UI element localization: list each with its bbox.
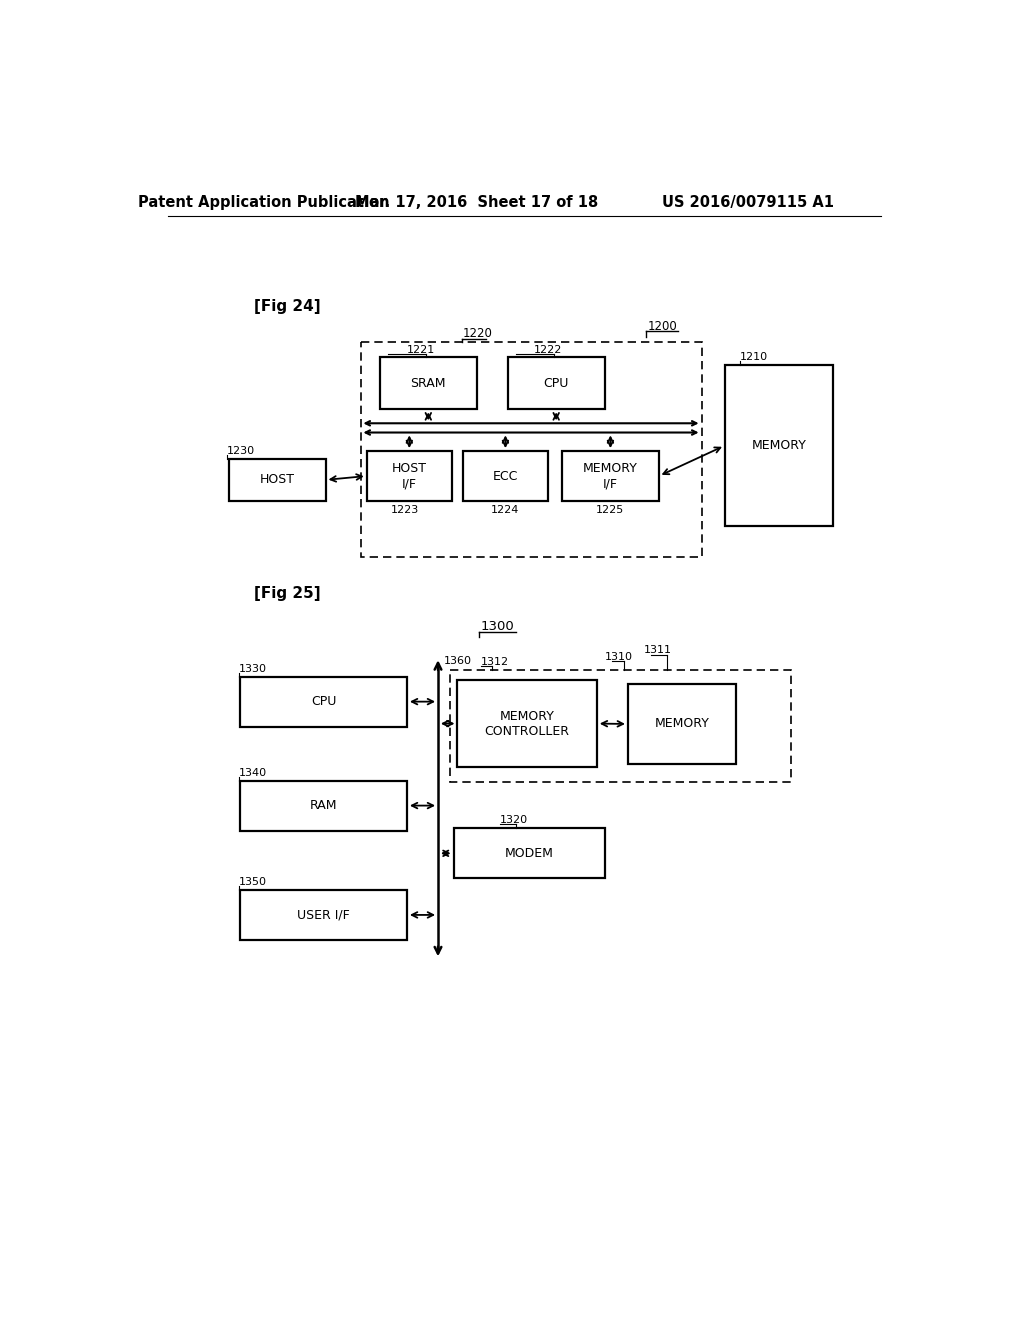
Text: 1223: 1223 — [391, 506, 420, 515]
Bar — [228, 459, 326, 502]
Text: HOST
I/F: HOST I/F — [392, 462, 427, 490]
Bar — [241, 890, 407, 940]
Text: 1360: 1360 — [444, 656, 472, 667]
Bar — [367, 451, 452, 502]
Bar — [458, 681, 597, 767]
Text: [Fig 25]: [Fig 25] — [254, 586, 321, 601]
Text: 1200: 1200 — [647, 319, 677, 333]
Text: 1225: 1225 — [596, 506, 625, 515]
Text: 1312: 1312 — [480, 657, 509, 667]
Text: 1330: 1330 — [239, 664, 267, 675]
Bar — [628, 684, 736, 764]
Text: MEMORY
I/F: MEMORY I/F — [583, 462, 638, 490]
Text: Patent Application Publication: Patent Application Publication — [138, 195, 389, 210]
Text: Mar. 17, 2016  Sheet 17 of 18: Mar. 17, 2016 Sheet 17 of 18 — [355, 195, 598, 210]
Bar — [463, 451, 548, 502]
Bar — [241, 780, 407, 830]
Text: 1210: 1210 — [740, 352, 768, 362]
Text: RAM: RAM — [310, 799, 338, 812]
Text: 1350: 1350 — [239, 878, 267, 887]
Text: CPU: CPU — [311, 696, 336, 708]
Bar — [508, 358, 604, 409]
Text: 1221: 1221 — [407, 345, 434, 355]
Text: MEMORY: MEMORY — [654, 718, 710, 730]
Text: CPU: CPU — [544, 376, 569, 389]
Bar — [450, 671, 791, 781]
Text: MEMORY
CONTROLLER: MEMORY CONTROLLER — [484, 710, 569, 738]
Bar — [360, 342, 701, 557]
Text: 1230: 1230 — [227, 446, 255, 455]
Bar — [241, 677, 407, 726]
Text: 1222: 1222 — [535, 345, 562, 355]
Text: 1340: 1340 — [239, 768, 267, 777]
Bar — [562, 451, 658, 502]
Text: 1224: 1224 — [492, 506, 519, 515]
Text: 1300: 1300 — [480, 620, 514, 634]
Text: 1220: 1220 — [463, 327, 493, 341]
Text: MEMORY: MEMORY — [752, 440, 807, 453]
Text: 1311: 1311 — [643, 645, 672, 656]
Text: MODEM: MODEM — [505, 847, 554, 859]
Bar — [454, 829, 604, 878]
Bar — [725, 364, 834, 527]
Text: ECC: ECC — [493, 470, 518, 483]
Text: 1310: 1310 — [604, 652, 633, 661]
Text: 1320: 1320 — [500, 814, 528, 825]
Bar — [380, 358, 477, 409]
Text: HOST: HOST — [260, 474, 295, 486]
Text: US 2016/0079115 A1: US 2016/0079115 A1 — [662, 195, 834, 210]
Text: USER I/F: USER I/F — [297, 908, 350, 921]
Text: [Fig 24]: [Fig 24] — [254, 298, 321, 314]
Text: SRAM: SRAM — [411, 376, 446, 389]
